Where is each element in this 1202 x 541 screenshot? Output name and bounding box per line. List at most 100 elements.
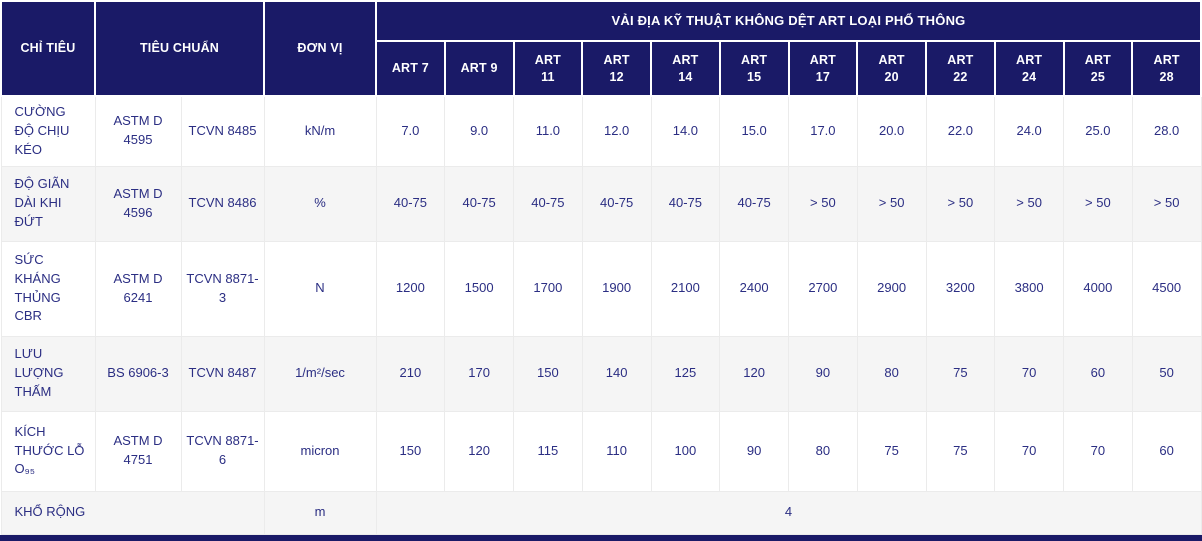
table-row: SỨC KHÁNG THỦNG CBR ASTM D 6241 TCVN 8871-… xyxy=(0,240,1202,337)
art-column-header: ART 14 xyxy=(650,40,721,97)
value-cell: 25.0 xyxy=(1063,95,1133,167)
value-cell: 20.0 xyxy=(856,95,927,167)
art-column-header: ART 17 xyxy=(787,40,859,97)
value-cell: > 50 xyxy=(1131,165,1202,242)
art-column-header: ART 11 xyxy=(512,40,584,97)
value-cell: 24.0 xyxy=(994,95,1064,167)
bottom-accent-bar xyxy=(0,534,1202,541)
col-header-standard: TIÊU CHUẨN xyxy=(94,0,265,97)
value-cell: 2700 xyxy=(788,240,858,337)
value-cell: 80 xyxy=(788,410,858,492)
standard-astm-cell: ASTM D 4596 xyxy=(94,165,182,242)
value-cell: 2100 xyxy=(650,240,721,337)
value-cell: > 50 xyxy=(1063,165,1133,242)
value-cell: 50 xyxy=(1131,335,1202,412)
value-cell: 150 xyxy=(513,335,583,412)
value-cell: 115 xyxy=(513,410,583,492)
value-cell: 40-75 xyxy=(650,165,721,242)
value-cell: 140 xyxy=(581,335,652,412)
value-cell: 90 xyxy=(788,335,858,412)
value-cell: 40-75 xyxy=(581,165,652,242)
value-cell: 75 xyxy=(925,410,996,492)
unit-cell: micron xyxy=(263,410,377,492)
table-row: LƯU LƯỢNG THẤM BS 6906-3 TCVN 8487 1/m²/sec… xyxy=(0,335,1202,412)
header-row-top: CHỈ TIÊU TIÊU CHUẨN ĐƠN VỊ VẢI ĐỊA KỸ TH… xyxy=(0,0,1202,97)
value-cell: 15.0 xyxy=(719,95,789,167)
standard-tcvn-cell: TCVN 8486 xyxy=(180,165,265,242)
value-cell: 70 xyxy=(994,410,1064,492)
value-cell: 110 xyxy=(581,410,652,492)
art-column-header: ART 20 xyxy=(856,40,927,97)
value-cell: 40-75 xyxy=(719,165,789,242)
value-cell: 4 xyxy=(375,490,1202,535)
value-cell: 1700 xyxy=(513,240,583,337)
value-cell: 150 xyxy=(375,410,446,492)
value-cell: > 50 xyxy=(925,165,996,242)
value-cell: 40-75 xyxy=(375,165,446,242)
art-column-header: ART 12 xyxy=(581,40,652,97)
value-cell: 28.0 xyxy=(1131,95,1202,167)
value-cell: 2400 xyxy=(719,240,789,337)
value-cell: 3800 xyxy=(994,240,1064,337)
table-row-width: KHỔ RỘNG m 4 xyxy=(0,490,1202,535)
value-cell: 60 xyxy=(1063,335,1133,412)
standard-astm-cell: ASTM D 4751 xyxy=(94,410,182,492)
value-cell: 80 xyxy=(856,335,927,412)
value-cell: 75 xyxy=(856,410,927,492)
table-group-title: VẢI ĐỊA KỸ THUẬT KHÔNG DỆT ART LOẠI PHỔ … xyxy=(375,0,1202,42)
art-column-header: ART 28 xyxy=(1131,40,1202,97)
value-cell: 12.0 xyxy=(581,95,652,167)
value-cell: 2900 xyxy=(856,240,927,337)
value-cell: 100 xyxy=(650,410,721,492)
header-row-art-columns: ART 7 ART 9 ART 11 ART 12 ART 14 ART 15 ART 17… xyxy=(1,40,1202,97)
value-cell: 1500 xyxy=(444,240,514,337)
unit-cell: kN/m xyxy=(263,95,377,167)
value-cell: 22.0 xyxy=(925,95,996,167)
col-header-unit: ĐƠN VỊ xyxy=(263,0,377,97)
standard-astm-cell: ASTM D 6241 xyxy=(94,240,182,337)
value-cell: 210 xyxy=(375,335,446,412)
value-cell: 7.0 xyxy=(375,95,446,167)
row-label-cell: KÍCH THƯỚC LỖ O₉₅ xyxy=(0,410,96,492)
value-cell: 17.0 xyxy=(788,95,858,167)
value-cell: 40-75 xyxy=(513,165,583,242)
value-cell: 125 xyxy=(650,335,721,412)
art-column-header: ART 7 xyxy=(375,40,446,97)
value-cell: 9.0 xyxy=(444,95,514,167)
art-column-header: ART 25 xyxy=(1062,40,1134,97)
table-row: CƯỜNG ĐỘ CHỊU KÉO ASTM D 4595 TCVN 8485 kN/… xyxy=(0,95,1202,167)
table-header: CHỈ TIÊU TIÊU CHUẨN ĐƠN VỊ VẢI ĐỊA KỸ TH… xyxy=(0,0,1202,97)
unit-cell: m xyxy=(263,490,377,535)
art-column-header: ART 24 xyxy=(993,40,1065,97)
value-cell: 3200 xyxy=(925,240,996,337)
art-column-header: ART 9 xyxy=(443,40,515,97)
value-cell: > 50 xyxy=(788,165,858,242)
unit-cell: 1/m²/sec xyxy=(263,335,377,412)
row-label-cell: LƯU LƯỢNG THẤM xyxy=(0,335,96,412)
row-label-cell: SỨC KHÁNG THỦNG CBR xyxy=(0,240,96,337)
row-label-cell: CƯỜNG ĐỘ CHỊU KÉO xyxy=(0,95,96,167)
standard-tcvn-cell: TCVN 8487 xyxy=(180,335,265,412)
unit-cell: % xyxy=(263,165,377,242)
value-cell: 120 xyxy=(719,335,789,412)
value-cell: 14.0 xyxy=(650,95,721,167)
value-cell: > 50 xyxy=(994,165,1064,242)
standard-astm-cell: ASTM D 4595 xyxy=(94,95,182,167)
table-row: KÍCH THƯỚC LỖ O₉₅ ASTM D 4751 TCVN 8871-6 m… xyxy=(0,410,1202,492)
value-cell: 11.0 xyxy=(513,95,583,167)
table-body: CƯỜNG ĐỘ CHỊU KÉO ASTM D 4595 TCVN 8485 kN/… xyxy=(0,95,1202,535)
value-cell: 120 xyxy=(444,410,514,492)
value-cell: 90 xyxy=(719,410,789,492)
value-cell: 70 xyxy=(994,335,1064,412)
value-cell: 75 xyxy=(925,335,996,412)
standard-tcvn-cell: TCVN 8871-6 xyxy=(180,410,265,492)
value-cell: 4500 xyxy=(1131,240,1202,337)
value-cell: 40-75 xyxy=(444,165,514,242)
value-cell: > 50 xyxy=(856,165,927,242)
value-cell: 60 xyxy=(1131,410,1202,492)
value-cell: 4000 xyxy=(1063,240,1133,337)
unit-cell: N xyxy=(263,240,377,337)
row-label-cell: KHỔ RỘNG xyxy=(0,490,265,535)
